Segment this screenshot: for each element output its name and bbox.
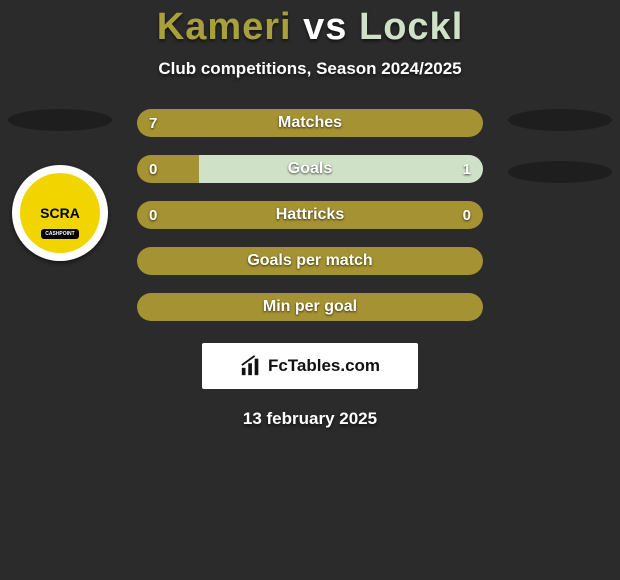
- source-logo-text: FcTables.com: [268, 356, 380, 376]
- title-player-right: Lockl: [359, 6, 463, 48]
- avatar-shadow-left: [8, 109, 112, 131]
- left-player-column: SCRA CASHPOINT: [0, 109, 120, 261]
- subtitle: Club competitions, Season 2024/2025: [0, 59, 620, 79]
- title-vs: vs: [303, 6, 347, 48]
- stat-bars: Matches7 Goals01 Hattricks00 Goals per matc…: [137, 109, 483, 321]
- bar-segment-left: [137, 293, 483, 321]
- badge-sponsor: CASHPOINT: [41, 229, 78, 239]
- right-player-column: [500, 109, 620, 183]
- avatar-shadow-right-1: [508, 109, 612, 131]
- bar-segment-left: [137, 155, 199, 183]
- team-badge-inner: SCRA CASHPOINT: [20, 173, 100, 253]
- page-title: Kameri vs Lockl: [0, 0, 620, 49]
- team-badge-left: SCRA CASHPOINT: [12, 165, 108, 261]
- title-player-left: Kameri: [157, 6, 292, 48]
- avatar-shadow-right-2: [508, 161, 612, 183]
- snapshot-date: 13 february 2025: [0, 409, 620, 429]
- source-logo-box: FcTables.com: [202, 343, 418, 389]
- bar-segment-left: [137, 109, 483, 137]
- comparison-stage: SCRA CASHPOINT Matches7 Goals01 Hattricks0…: [0, 109, 620, 429]
- bar-segment-left: [137, 201, 483, 229]
- bar-segment-left: [137, 247, 483, 275]
- badge-acronym: SCRA: [40, 206, 80, 220]
- bar-chart-icon: [240, 355, 262, 377]
- stat-bar: Min per goal: [137, 293, 483, 321]
- stat-bar: Goals01: [137, 155, 483, 183]
- stat-bar: Goals per match: [137, 247, 483, 275]
- bar-segment-right: [199, 155, 483, 183]
- stat-bar: Matches7: [137, 109, 483, 137]
- stat-bar: Hattricks00: [137, 201, 483, 229]
